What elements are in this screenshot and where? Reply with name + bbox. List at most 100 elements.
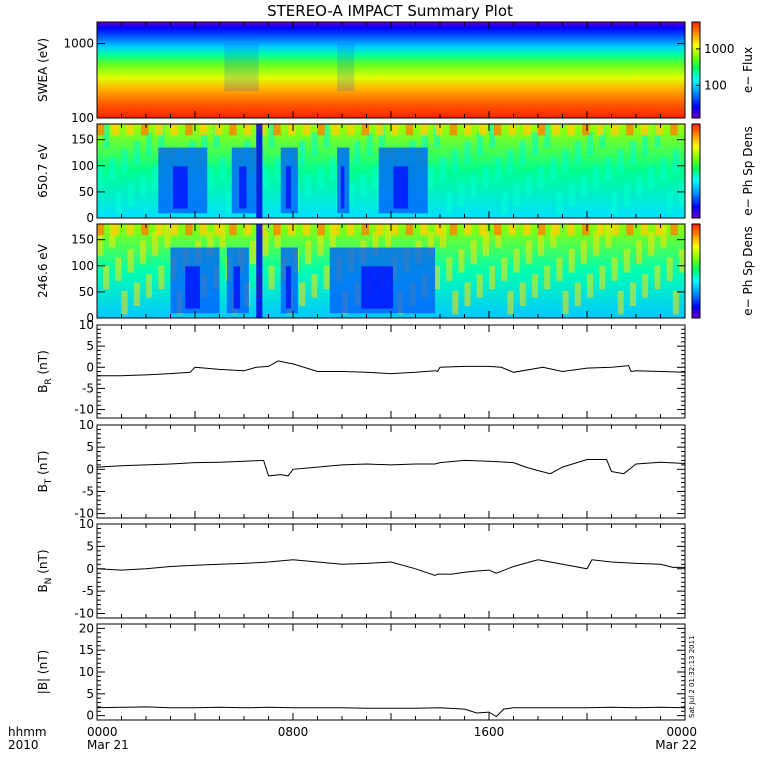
pad-panel-2-cell (587, 274, 594, 298)
pad-panel-2-top-cell (361, 224, 369, 236)
pad-panel-2-tick-label: 0 (86, 311, 94, 325)
pad-panel-1-colorbar-label: e− Ph Sp Dens (741, 126, 755, 215)
pad-panel-2-cell (164, 224, 171, 248)
pad-panel-1-cell (495, 157, 502, 181)
pad-panel-2-cell (219, 224, 226, 248)
pad-panel-2-top-cell (155, 224, 164, 236)
line-panel-4-ylabel-unit: (nT) (36, 451, 50, 479)
line-panel-3-ylabel: BR (nT) (36, 350, 54, 393)
line-panel-6-tick-label: 0 (86, 709, 94, 723)
line-panel-5-frame (96, 523, 686, 619)
pad-panel-2-cell (482, 232, 489, 256)
pad-panel-2-cell (629, 282, 636, 306)
pad-panel-1-top-cell (552, 124, 561, 136)
pad-panel-2-cell (146, 274, 153, 298)
line-panel-4-tick-label: 10 (79, 418, 94, 432)
pad-panel-1-cell (556, 190, 563, 215)
swea-colorbar-label: e− Flux (741, 47, 755, 93)
line-panel-3: 10 5 0 -5 -10 BR (nT) (36, 318, 686, 419)
pad-panel-2-cell (262, 232, 269, 256)
line-panel-5: 10 5 0 -5 -10 BN (nT) (36, 517, 686, 621)
pad-panel-1-cell (133, 140, 140, 165)
swea-colorbar-tick-label: 100 (704, 78, 727, 92)
pad-panel-2-cell (299, 282, 306, 306)
pad-panel-2-top-cell (97, 224, 105, 236)
line-panel-3-series-line (97, 360, 686, 377)
swea-panel: 1000 100 SWEA (eV) e− Flux 1000 100 (36, 21, 755, 125)
swea-ylabel: SWEA (eV) (36, 38, 50, 102)
pad-panel-2-cell (648, 232, 655, 256)
pad-panel-2-cell (427, 232, 434, 256)
pad-panel-2-top-cell (376, 224, 384, 236)
pad-panel-1-low-core (285, 166, 292, 209)
pad-panel-1-cell (562, 149, 569, 173)
pad-panel-2-cell (642, 274, 649, 298)
pad-panel-2-top-cell (346, 224, 355, 236)
line-panel-3-ylabel-sub: R (44, 378, 54, 384)
pad-panel-1-cell (458, 182, 465, 206)
pad-panel-1-colorbar (691, 123, 701, 219)
pad-panel-1-cell (519, 140, 526, 165)
pad-panel-1-top-cell (435, 124, 443, 136)
time-axis-format-label: hhmm (8, 725, 47, 739)
pad-panel-2-cell (550, 224, 557, 248)
pad-panel-2-cell (464, 282, 471, 306)
pad-panel-2-cell (666, 257, 673, 281)
pad-panel-1-cell (660, 157, 667, 181)
pad-panel-1-cell (103, 124, 110, 148)
line-panel-5-tick-label: 5 (86, 539, 94, 553)
pad-panel-2-top-cell (538, 224, 546, 236)
line-panel-6: 20 15 10 5 0 |B| (nT) (36, 621, 686, 723)
line-panel-6-frame (96, 623, 686, 721)
line-panel-4-tick-label: -10 (74, 507, 94, 521)
pad-panel-1-cell (531, 132, 538, 156)
pad-panel-1-cell (482, 165, 489, 190)
line-panel-6-tick-label: 15 (79, 643, 94, 657)
swea-tick-label: 100 (71, 111, 94, 125)
pad-panel-2-cell (268, 265, 275, 290)
line-panel-4-ylabel: BT (nT) (36, 451, 54, 493)
line-panel-4-tick-label: 0 (86, 462, 94, 476)
pad-panel-1-top-cell (479, 124, 487, 136)
pad-panel-2-low-core (361, 266, 393, 309)
pad-panel-2-cell (544, 265, 551, 290)
line-panel-4-frame (96, 424, 686, 519)
pad-panel-2-top-cell (317, 224, 325, 236)
pad-panel-2-cell (636, 240, 643, 265)
pad-panel-2-cell (433, 265, 440, 290)
pad-panel-1-cell (642, 132, 649, 156)
pad-panel-1-cell (305, 174, 312, 198)
pad-panel-2-cell (531, 274, 538, 298)
time-tick-label: 0800 (278, 725, 309, 739)
line-panel-5-tick-label: -10 (74, 607, 94, 621)
pad-panel-2-cell (250, 240, 257, 265)
line-panel-4-series-line (96, 459, 686, 477)
pad-panel-1-cell (654, 124, 661, 148)
pad-panel-2-cell (623, 249, 630, 273)
pad-panel-1-top-cell (596, 124, 605, 136)
pad-panel-1-cell (574, 140, 581, 165)
pad-panel-1-cell (274, 157, 281, 181)
pad-panel-2-cell (605, 224, 612, 248)
line-panel-5-ylabel: BN (nT) (36, 549, 54, 592)
pad-panel-1-top-cell (317, 124, 325, 136)
pad-panel-1-low-core (239, 166, 247, 209)
pad-panel-1-top-cell (655, 124, 663, 136)
pad-panel-1-cell (354, 140, 361, 165)
pad-panel-2-cell (329, 224, 336, 248)
line-panel-3-tick-label: 5 (86, 339, 94, 353)
line-panel-4: 10 5 0 -5 -10 BT (nT) (36, 418, 686, 521)
pad-panel-2-cell (580, 240, 587, 265)
pad-panel-1-cell (636, 174, 643, 198)
pad-panel-1-top-cell (111, 124, 120, 136)
pad-panel-2-top-cell (464, 224, 472, 236)
pad-panel-1-cell (464, 140, 471, 165)
pad-panel-1-cell (152, 165, 159, 190)
pad-panel-2-cell (568, 249, 575, 273)
pad-panel-1-low-core (393, 166, 409, 209)
swea-spectrogram (97, 22, 685, 118)
pad-panel-2-top-cell (302, 224, 311, 236)
pad-panel-2-cell (384, 224, 391, 248)
pad-panel-1-cell (268, 124, 275, 148)
